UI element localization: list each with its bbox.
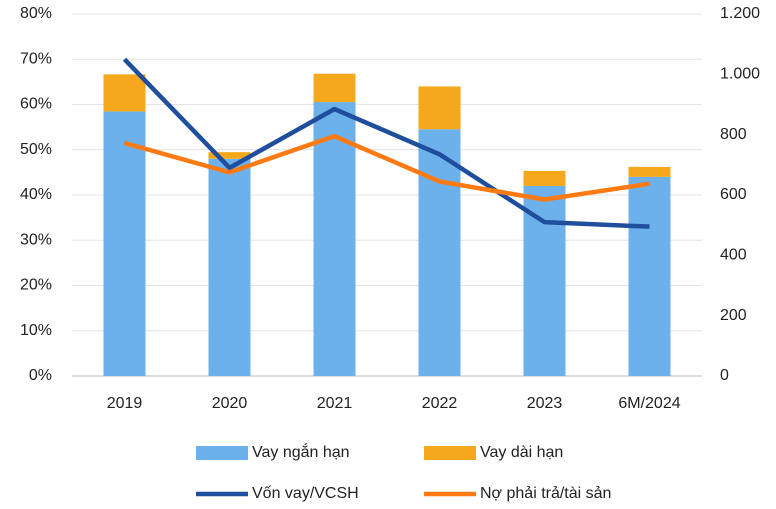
x-tick-label: 2022 [422,395,458,412]
line [123,133,650,202]
legend-label: Vay ngắn hạn [252,442,350,461]
bar [313,73,356,103]
y2-tick-label: 600 [720,186,747,203]
y-tick-label: 10% [20,322,52,339]
y-tick-label: 40% [20,186,52,203]
legend-swatch [196,446,248,460]
legend-label: Vay dài hạn [480,444,563,461]
line [122,57,650,229]
bar [523,185,566,376]
y-tick-label: 70% [20,50,52,67]
y-tick-label: 50% [20,141,52,158]
x-tick-label: 2023 [527,395,563,412]
legend-swatch [424,446,476,460]
y-tick-label: 60% [20,96,52,113]
x-tick-label: 2019 [107,395,143,412]
bar [628,166,671,177]
bar [418,86,461,130]
y2-tick-label: 800 [720,126,747,143]
bar [103,111,146,377]
x-tick-label: 6M/2024 [618,395,680,412]
bar [628,176,671,376]
bar [523,170,566,186]
y-tick-label: 20% [20,277,52,294]
bar [313,102,356,376]
x-tick-label: 2020 [212,395,248,412]
y-tick-label: 80% [20,5,52,22]
bar [208,158,251,376]
y-tick-label: 30% [20,231,52,248]
y2-tick-label: 200 [720,307,747,324]
y2-tick-label: 1.000 [720,66,760,83]
bar [418,129,461,376]
y2-tick-label: 400 [720,247,747,264]
bar [103,74,146,112]
bar [208,152,251,159]
y2-tick-label: 1.200 [720,5,760,22]
y2-tick-label: 0 [720,367,729,384]
legend-label: Nợ phải trả/tài sản [480,485,611,502]
legend-label: Vốn vay/VCSH [252,485,359,502]
x-tick-label: 2021 [317,395,353,412]
y-tick-label: 0% [29,367,52,384]
